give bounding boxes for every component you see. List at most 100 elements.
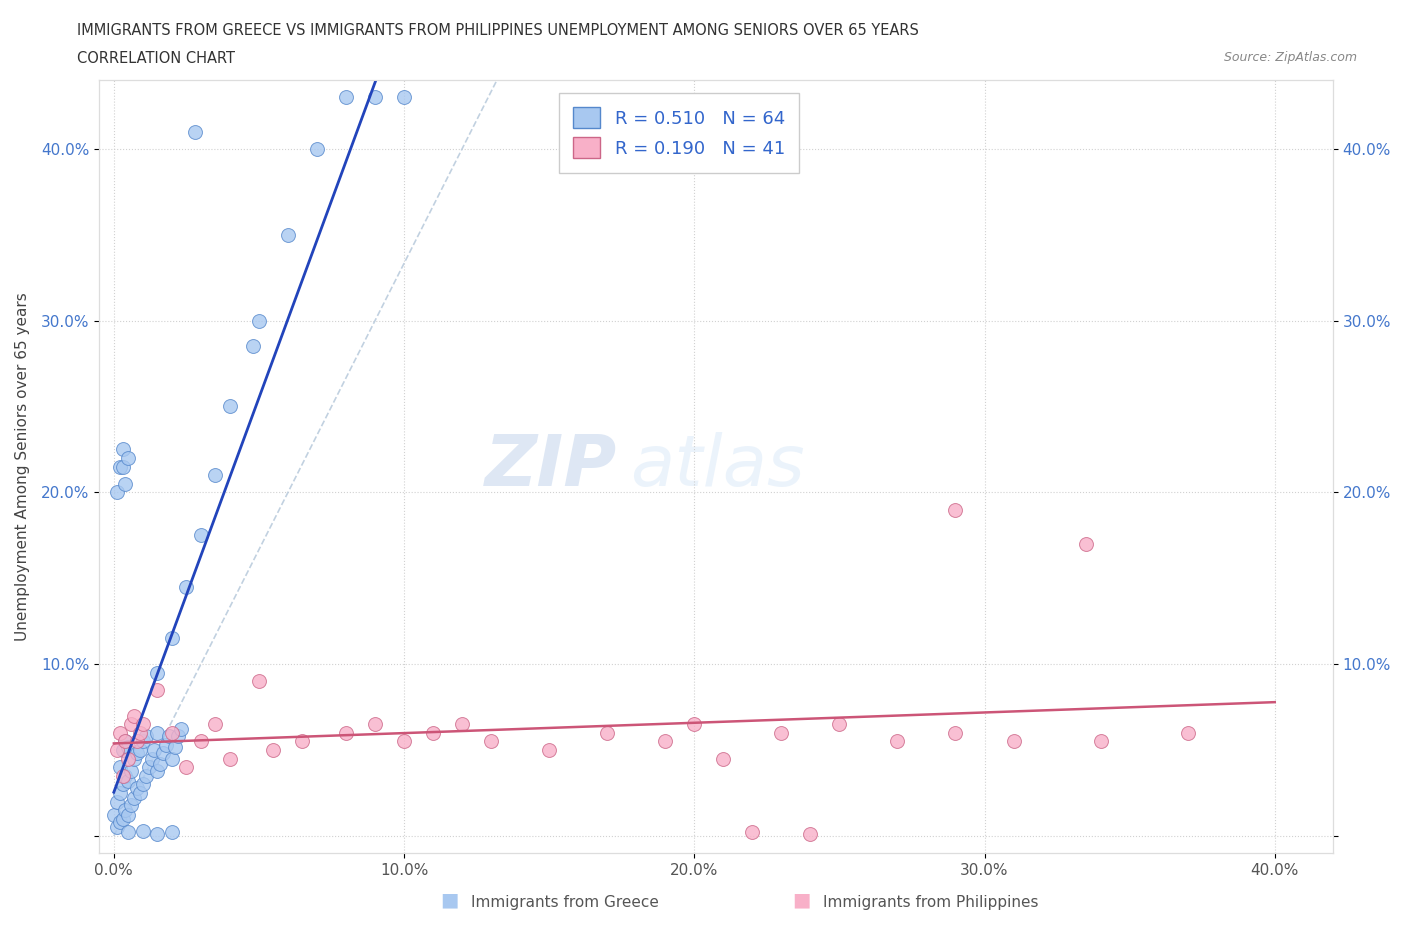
Point — [364, 90, 387, 105]
Point — [479, 734, 502, 749]
Point — [160, 631, 183, 645]
Point — [422, 725, 444, 740]
Point — [364, 717, 387, 732]
Point — [160, 725, 183, 740]
Point — [945, 725, 967, 740]
Point — [291, 734, 314, 749]
Text: ZIP: ZIP — [485, 432, 617, 501]
Point — [120, 798, 142, 813]
Point — [176, 579, 198, 594]
Point — [204, 717, 226, 732]
Text: IMMIGRANTS FROM GREECE VS IMMIGRANTS FROM PHILIPPINES UNEMPLOYMENT AMONG SENIORS: IMMIGRANTS FROM GREECE VS IMMIGRANTS FRO… — [77, 23, 920, 38]
Point — [114, 476, 136, 491]
Point — [451, 717, 474, 732]
Point — [108, 459, 131, 474]
Point — [886, 734, 908, 749]
Y-axis label: Unemployment Among Seniors over 65 years: Unemployment Among Seniors over 65 years — [15, 292, 30, 641]
Point — [114, 803, 136, 817]
Point — [247, 674, 270, 689]
Point — [122, 751, 145, 766]
Point — [135, 729, 157, 744]
Point — [392, 734, 415, 749]
Point — [117, 774, 139, 789]
Point — [117, 825, 139, 840]
Text: Source: ZipAtlas.com: Source: ZipAtlas.com — [1223, 51, 1357, 64]
Point — [132, 823, 155, 838]
Point — [111, 459, 134, 474]
Point — [1177, 725, 1199, 740]
Point — [945, 502, 967, 517]
Point — [146, 764, 169, 778]
Point — [1090, 734, 1112, 749]
Point — [111, 811, 134, 826]
Point — [149, 756, 172, 771]
Point — [138, 760, 160, 775]
Point — [120, 764, 142, 778]
Point — [141, 751, 163, 766]
Point — [105, 485, 128, 499]
Point — [305, 141, 328, 156]
Point — [135, 768, 157, 783]
Text: ■: ■ — [440, 891, 460, 910]
Point — [129, 742, 152, 757]
Point — [132, 777, 155, 791]
Point — [335, 725, 357, 740]
Point — [277, 227, 299, 242]
Point — [335, 90, 357, 105]
Point — [654, 734, 676, 749]
Point — [117, 739, 139, 754]
Point — [1002, 734, 1025, 749]
Point — [152, 746, 174, 761]
Point — [120, 717, 142, 732]
Point — [157, 729, 180, 744]
Point — [146, 665, 169, 680]
Point — [105, 794, 128, 809]
Point — [108, 786, 131, 801]
Legend: R = 0.510   N = 64, R = 0.190   N = 41: R = 0.510 N = 64, R = 0.190 N = 41 — [558, 93, 800, 173]
Point — [132, 734, 155, 749]
Point — [146, 683, 169, 698]
Point — [184, 125, 207, 140]
Point — [122, 709, 145, 724]
Point — [219, 751, 242, 766]
Point — [114, 734, 136, 749]
Point — [538, 742, 561, 757]
Point — [125, 746, 148, 761]
Point — [108, 725, 131, 740]
Text: CORRELATION CHART: CORRELATION CHART — [77, 51, 235, 66]
Point — [129, 786, 152, 801]
Point — [146, 725, 169, 740]
Point — [125, 734, 148, 749]
Point — [169, 722, 191, 737]
Point — [163, 739, 186, 754]
Point — [741, 825, 763, 840]
Point — [190, 734, 212, 749]
Point — [105, 742, 128, 757]
Point — [103, 808, 125, 823]
Point — [146, 827, 169, 842]
Point — [176, 760, 198, 775]
Point — [129, 725, 152, 740]
Point — [105, 820, 128, 835]
Point — [711, 751, 734, 766]
Point — [799, 827, 821, 842]
Text: ■: ■ — [792, 891, 811, 910]
Point — [160, 825, 183, 840]
Point — [160, 751, 183, 766]
Point — [111, 742, 134, 757]
Point — [117, 450, 139, 465]
Point — [392, 90, 415, 105]
Point — [166, 729, 188, 744]
Point — [114, 768, 136, 783]
Point — [117, 751, 139, 766]
Point — [114, 734, 136, 749]
Point — [143, 742, 166, 757]
Point — [190, 528, 212, 543]
Point — [596, 725, 619, 740]
Point — [111, 768, 134, 783]
Point — [108, 760, 131, 775]
Point — [262, 742, 284, 757]
Point — [155, 737, 177, 752]
Point — [242, 339, 264, 353]
Point — [1074, 537, 1097, 551]
